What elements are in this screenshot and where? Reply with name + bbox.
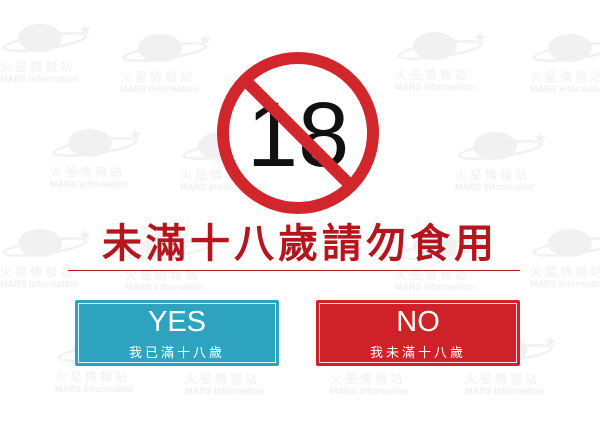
title-divider — [68, 270, 520, 271]
no-button-label: NO — [396, 306, 440, 338]
no-under-18-icon: 18 — [217, 52, 379, 214]
yes-button-label: YES — [147, 306, 207, 338]
warning-title: 未滿十八歲請勿食用 — [102, 220, 498, 267]
no-button[interactable]: NO 我未滿十八歲 — [316, 300, 520, 366]
yes-button-sublabel: 我已滿十八歲 — [128, 346, 225, 361]
yes-button[interactable]: YES 我已滿十八歲 — [75, 300, 279, 366]
no-button-sublabel: 我未滿十八歲 — [369, 346, 466, 361]
